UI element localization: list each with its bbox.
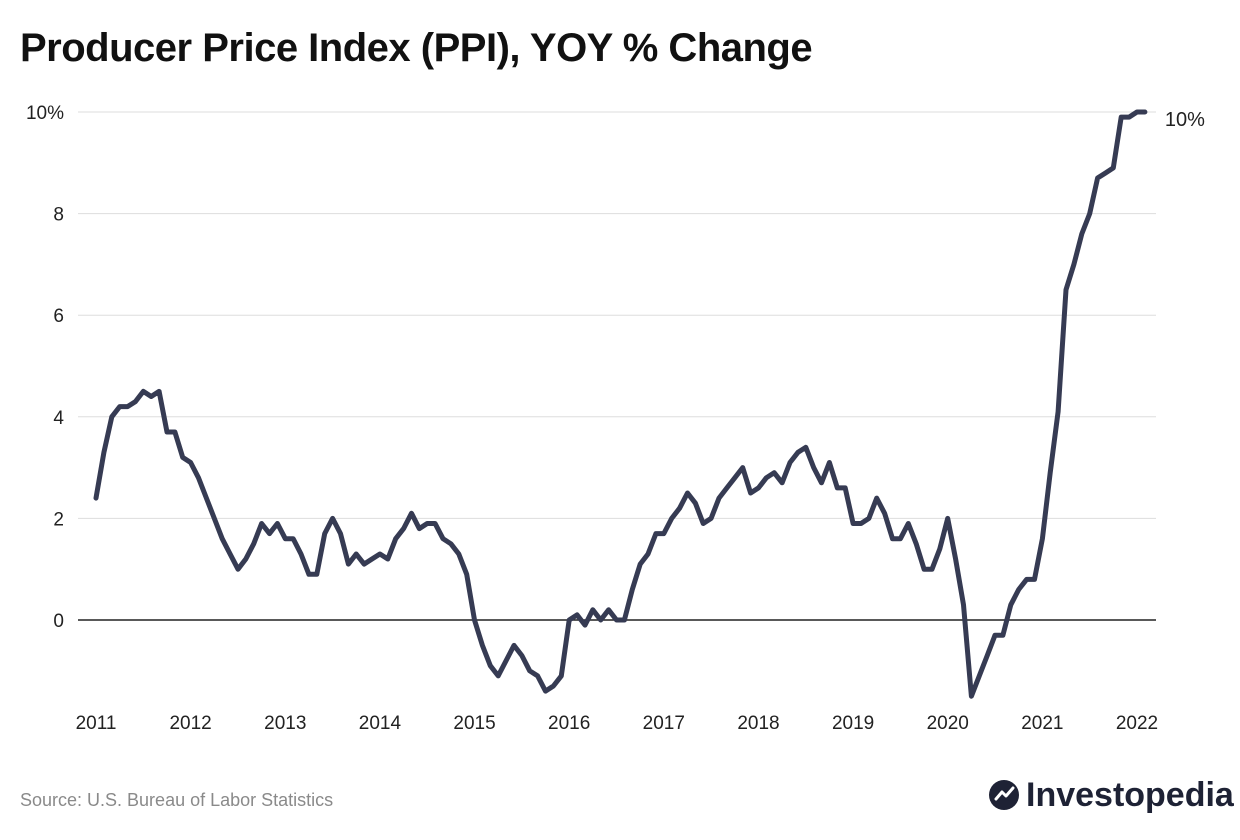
x-tick-label: 2014 — [359, 713, 402, 734]
y-tick-label: 2 — [53, 509, 64, 530]
end-value-label: 10% — [1165, 109, 1205, 131]
brand-logo: Investopedia — [988, 772, 1234, 818]
y-axis-labels: 0 2 4 6 8 10% — [26, 103, 64, 632]
brand-name: Investopedia — [1026, 775, 1234, 814]
x-tick-label: 2019 — [832, 713, 874, 734]
y-tick-label: 10% — [26, 103, 64, 124]
x-tick-label: 2018 — [737, 713, 779, 734]
y-tick-label: 0 — [53, 611, 64, 632]
x-tick-label: 2016 — [548, 713, 590, 734]
x-tick-label: 2012 — [169, 713, 211, 734]
x-tick-label: 2020 — [927, 713, 969, 734]
chart-title: Producer Price Index (PPI), YOY % Change — [20, 26, 813, 70]
y-tick-label: 8 — [53, 205, 64, 226]
series-line-ppi — [93, 109, 1148, 699]
y-tick-label: 4 — [53, 408, 64, 429]
grid-lines — [78, 111, 1156, 621]
source-note: Source: U.S. Bureau of Labor Statistics — [20, 790, 334, 810]
x-tick-label: 2011 — [76, 713, 117, 734]
x-tick-label: 2013 — [264, 713, 306, 734]
x-tick-label: 2021 — [1021, 713, 1063, 734]
x-tick-label: 2017 — [643, 713, 685, 734]
x-axis-labels: 2011 2012 2013 2014 2015 2016 2017 2018 2019 2020… — [76, 713, 1159, 734]
x-tick-label: 2015 — [453, 713, 495, 734]
investopedia-logo-icon — [989, 780, 1019, 810]
y-tick-label: 6 — [53, 306, 64, 327]
x-tick-label: 2022 — [1116, 713, 1158, 734]
data-points — [96, 112, 1145, 696]
